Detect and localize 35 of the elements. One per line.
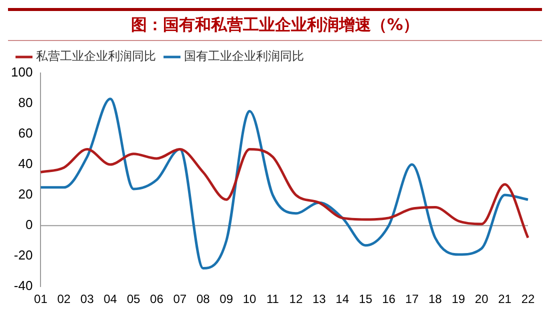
y-tick-label: 40: [18, 156, 33, 172]
x-tick-label: 16: [382, 292, 396, 306]
x-tick-label: 13: [312, 292, 326, 306]
chart-title: 图：国有和私营工业企业利润增速（%）: [8, 8, 542, 41]
x-tick-label: 10: [242, 292, 257, 306]
x-tick-label: 15: [358, 292, 373, 306]
x-tick-label: 20: [474, 292, 489, 306]
legend-label: 国有工业企业利润同比: [184, 49, 304, 64]
x-tick-label: 08: [196, 292, 210, 306]
x-tick-label: 04: [104, 292, 118, 306]
legend-label: 私营工业企业利润同比: [36, 49, 156, 64]
y-tick-label: 0: [25, 217, 33, 232]
x-tick-label: 11: [266, 292, 280, 306]
x-tick-label: 17: [405, 292, 419, 306]
x-tick-label: 19: [452, 292, 466, 306]
line-series: [39, 148, 530, 240]
x-tick-label: 14: [336, 292, 350, 306]
x-tick-label: 07: [173, 292, 187, 306]
x-tick-label: 21: [498, 292, 512, 306]
x-tick-label: 12: [289, 292, 303, 306]
line-series: [39, 98, 530, 270]
y-tick-label: -20: [14, 248, 33, 263]
x-tick-label: 09: [220, 292, 234, 306]
x-tick-label: 22: [521, 292, 535, 306]
y-tick-label: -40: [14, 278, 33, 294]
x-tick-label: 01: [34, 292, 48, 306]
x-tick-label: 18: [428, 292, 442, 306]
x-tick-label: 06: [150, 292, 164, 306]
x-tick-label: 05: [126, 292, 141, 306]
x-tick-label: 02: [57, 292, 71, 306]
y-tick-label: 80: [18, 95, 33, 110]
x-tick-label: 03: [80, 292, 94, 306]
y-tick-label: 100: [10, 64, 33, 80]
y-tick-label: 20: [18, 186, 33, 202]
y-tick-label: 60: [18, 126, 33, 141]
